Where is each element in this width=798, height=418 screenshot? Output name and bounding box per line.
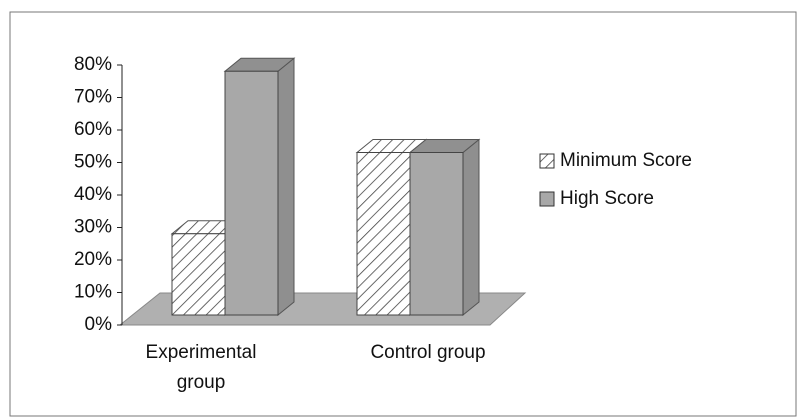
x-tick-label: Experimental group: [145, 342, 257, 393]
bar-side: [462, 138, 480, 317]
x-tick-label: Control group: [370, 342, 486, 363]
y-tick-label: 40%: [74, 184, 112, 205]
bar: [409, 152, 464, 316]
y-tick-label: 20%: [74, 249, 112, 270]
y-tick-label: 70%: [74, 87, 112, 108]
bar: [356, 152, 411, 316]
y-tick-label: 0%: [85, 314, 113, 335]
bar-side: [277, 57, 295, 317]
frame: [9, 11, 797, 417]
y-tick-label: 80%: [74, 54, 112, 75]
legend-label: High Score: [560, 188, 654, 209]
legend-swatch: [539, 191, 555, 207]
legend-swatch: [539, 153, 555, 169]
bar: [171, 233, 226, 316]
y-tick-label: 60%: [74, 119, 112, 140]
legend-label: Minimum Score: [560, 150, 692, 171]
y-tick-label: 10%: [74, 282, 112, 303]
bar: [224, 70, 279, 316]
y-tick-label: 30%: [74, 217, 112, 238]
y-tick-label: 50%: [74, 152, 112, 173]
